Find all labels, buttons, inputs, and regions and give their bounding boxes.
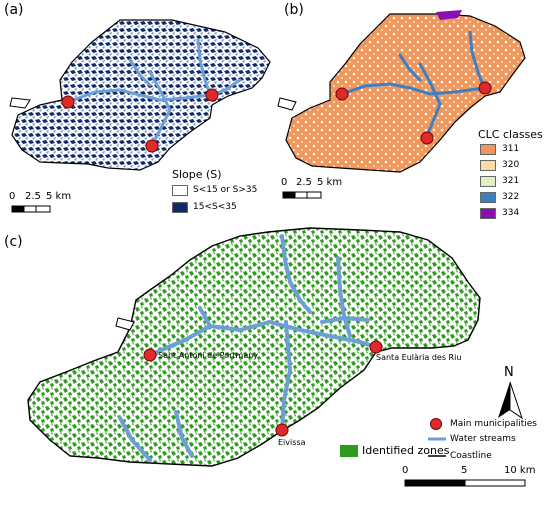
clc-legend-321: 321 — [502, 176, 520, 186]
island-shape-c — [27, 227, 481, 467]
scale-c-tick-2: 10 km — [504, 465, 536, 476]
panel-label-c: (c) — [4, 234, 23, 250]
municipality-legend-marker — [430, 418, 442, 430]
identified-zones-swatch — [340, 445, 358, 457]
clc-swatch-320 — [480, 160, 496, 171]
legend-identified-zones: Identified zones — [362, 444, 450, 457]
scale-a-tick-1: 2.5 — [25, 191, 41, 202]
clc-legend-title: CLC classes — [478, 128, 543, 141]
clc-legend-334: 334 — [502, 208, 520, 218]
clc-swatch-321 — [480, 176, 496, 187]
municipality-marker-a3 — [145, 139, 159, 153]
clc-legend-322: 322 — [502, 192, 520, 202]
scale-a-tick-2: 5 km — [46, 191, 72, 202]
slope-swatch-low — [172, 185, 188, 196]
scale-b-tick-2: 5 km — [317, 177, 343, 188]
clc-legend-311: 311 — [502, 144, 520, 154]
municipality-marker-b3 — [420, 131, 434, 145]
slope-legend-title: Slope (S) — [172, 168, 222, 181]
clc-legend-320: 320 — [502, 160, 520, 170]
town-label-santa-eularia: Santa Eulària des Riu — [376, 353, 462, 362]
municipality-marker-a1 — [61, 95, 75, 109]
map-a — [9, 19, 271, 213]
municipality-marker-b1 — [335, 87, 349, 101]
legend-coastline: Coastline — [450, 451, 492, 461]
scale-c-tick-1: 5 — [461, 465, 468, 476]
legend-main-municipalities: Main municipalities — [450, 419, 537, 429]
slope-legend-low: S<15 or S>35 — [193, 185, 258, 195]
scale-b-tick-0: 0 — [281, 177, 288, 188]
municipality-marker-santa-eularia — [369, 340, 383, 354]
panel-label-b: (b) — [284, 2, 304, 18]
clc-swatch-311 — [480, 144, 496, 155]
north-label: N — [504, 365, 514, 380]
scale-a-tick-0: 0 — [9, 191, 16, 202]
town-label-eivissa: Eivissa — [278, 438, 306, 447]
clc-swatch-322 — [480, 192, 496, 203]
municipality-marker-b2 — [478, 81, 492, 95]
municipality-marker-a2 — [205, 88, 219, 102]
clc-swatch-334 — [480, 208, 496, 219]
scale-b-tick-1: 2.5 — [296, 177, 312, 188]
map-b — [277, 10, 526, 199]
scale-c-tick-0: 0 — [402, 465, 409, 476]
north-arrow — [498, 381, 523, 420]
municipality-marker-sant-antoni — [143, 348, 157, 362]
municipality-marker-eivissa — [275, 423, 289, 437]
panel-label-a: (a) — [4, 2, 24, 18]
map-c — [27, 227, 526, 487]
legend-water-streams: Water streams — [450, 434, 516, 444]
slope-legend-mid: 15<S<35 — [193, 202, 237, 212]
slope-swatch-mid — [172, 202, 188, 213]
town-label-sant-antoni: Sant Antoni de Portmany — [158, 351, 259, 360]
island-shape-b — [285, 13, 526, 173]
